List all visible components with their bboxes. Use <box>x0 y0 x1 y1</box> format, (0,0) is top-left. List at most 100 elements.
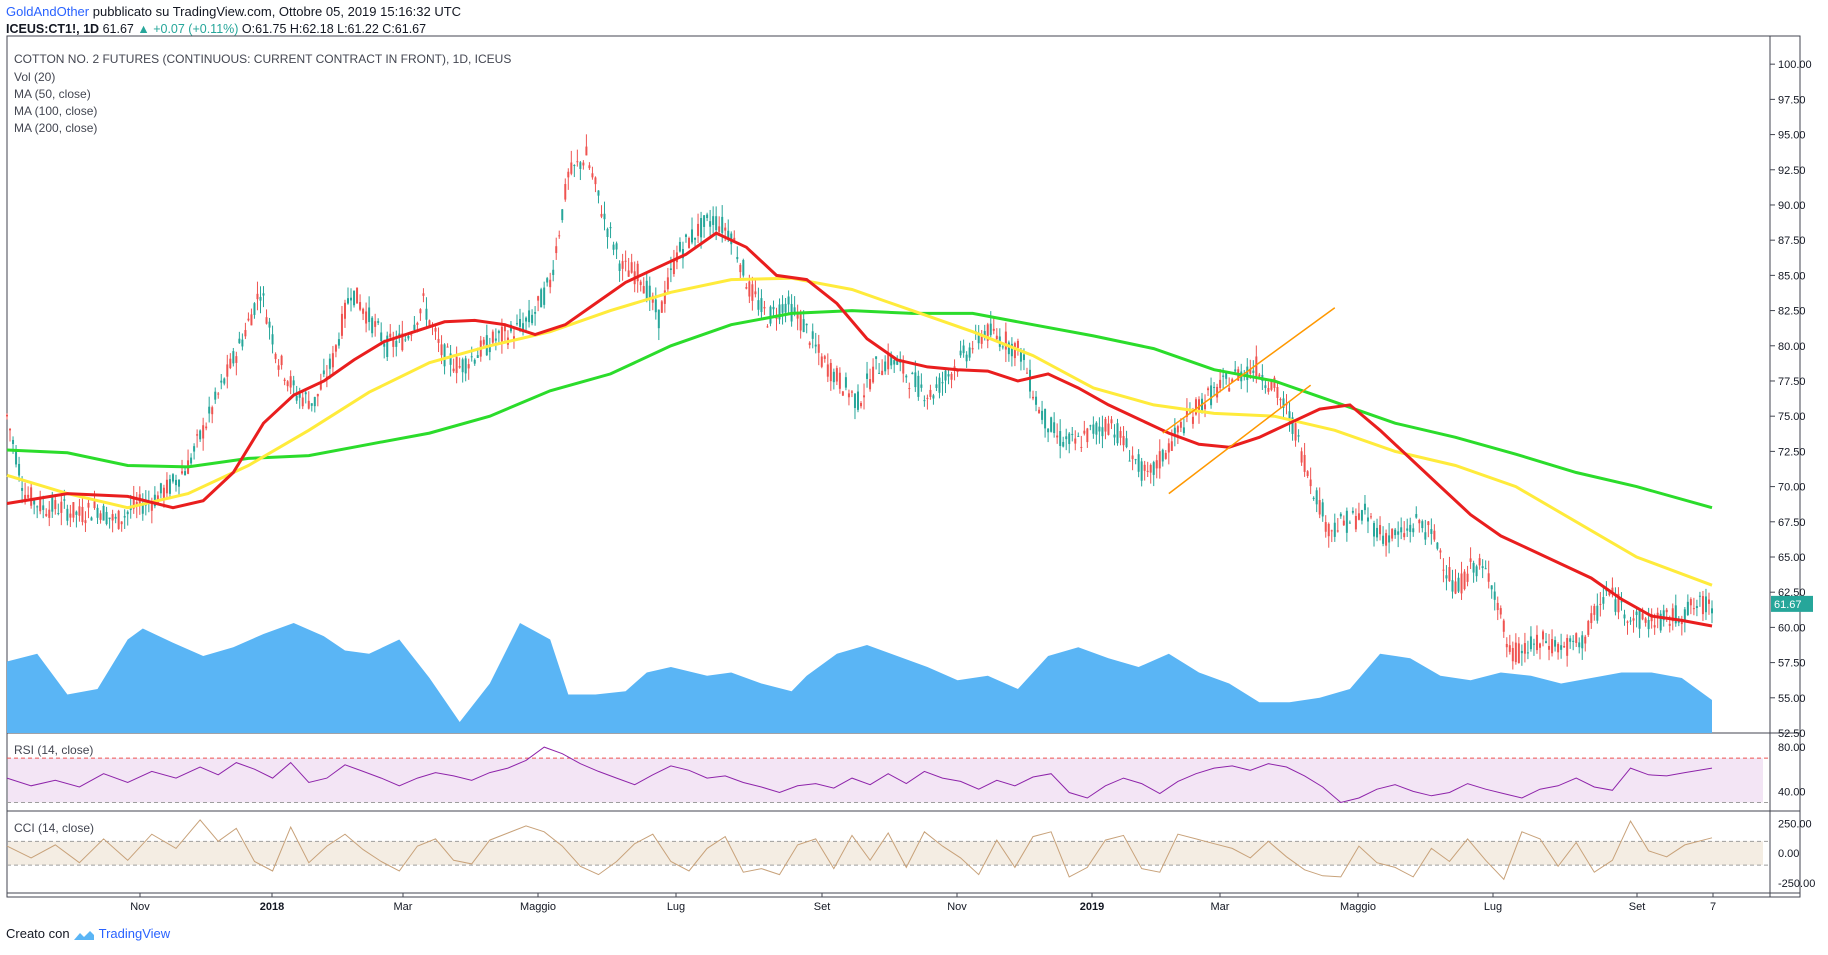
candle-body <box>1551 639 1554 654</box>
candle-body <box>624 260 627 262</box>
candle-body <box>48 509 51 518</box>
candle-body <box>1599 603 1602 605</box>
candle-body <box>413 324 416 331</box>
candle-body <box>1563 646 1566 648</box>
candle-body <box>36 506 39 508</box>
candle-body <box>488 345 491 353</box>
candle-body <box>1542 631 1545 640</box>
candle-body <box>1122 436 1125 446</box>
candle-body <box>271 334 274 345</box>
candle-body <box>1047 428 1050 433</box>
candle-body <box>256 293 259 300</box>
candle-body <box>15 451 18 465</box>
candle-body <box>434 328 437 332</box>
candle-body <box>108 517 111 520</box>
candle-body <box>1496 602 1499 611</box>
candle-body <box>718 226 721 232</box>
candle-body <box>657 309 660 329</box>
candle-body <box>232 351 235 364</box>
candle-body <box>654 299 657 313</box>
candle-body <box>1397 531 1400 535</box>
candle-body <box>12 439 15 445</box>
last-price: 61.67 <box>102 22 134 36</box>
candle-body <box>1587 620 1590 635</box>
candle-body <box>540 289 543 308</box>
footer-brand-link[interactable]: TradingView <box>98 926 171 941</box>
candle-body <box>766 326 769 328</box>
candle-body <box>226 364 229 377</box>
candle-body <box>808 342 811 346</box>
footer: Creato con TradingView <box>6 926 170 941</box>
candle-body <box>1113 434 1116 438</box>
candle-body <box>573 165 576 167</box>
candle-body <box>1258 374 1261 377</box>
candle-body <box>1490 585 1493 590</box>
candle-body <box>1529 636 1532 650</box>
candle-body <box>1019 349 1022 362</box>
candle-body <box>660 301 663 313</box>
candle-body <box>745 287 748 289</box>
candle-body <box>1315 490 1318 505</box>
symbol-header: ICEUS:CT1!, 1D 61.67 ▲ +0.07 (+0.11%) O:… <box>6 21 426 37</box>
candle-body <box>1194 399 1197 415</box>
cci-line <box>6 819 1713 881</box>
candle-body <box>875 356 878 359</box>
candle-body <box>223 378 226 384</box>
candle-body <box>736 257 739 260</box>
candle-body <box>648 285 651 300</box>
time-axis-label: Nov <box>947 901 967 913</box>
candle-body <box>1318 500 1321 515</box>
candle-body <box>582 162 585 166</box>
candle-body <box>57 513 60 515</box>
candle-body <box>102 505 105 521</box>
candle-body <box>1451 580 1454 592</box>
candle-body <box>823 356 826 359</box>
candle-body <box>1231 379 1234 383</box>
candle-body <box>1246 366 1249 380</box>
candle-body <box>356 287 359 304</box>
tradingview-logo-icon <box>73 929 95 941</box>
candle-body <box>751 284 754 301</box>
candle-body <box>793 307 796 314</box>
candle-body <box>241 339 244 347</box>
candle-body <box>1391 528 1394 539</box>
candle-body <box>380 332 383 341</box>
candle-body <box>1333 522 1336 537</box>
candle-body <box>1698 595 1701 597</box>
price-axis-label: 87.50 <box>1778 235 1806 247</box>
candle-body <box>1584 636 1587 644</box>
candle-body <box>1578 642 1581 648</box>
candle-body <box>87 502 90 508</box>
candle-body <box>630 262 633 273</box>
candle-body <box>340 313 343 336</box>
candle-body <box>6 414 8 417</box>
author-link[interactable]: GoldAndOther <box>6 4 90 19</box>
time-axis-label: Mar <box>1211 901 1230 913</box>
candle-body <box>1472 562 1475 573</box>
candle-body <box>772 306 775 310</box>
candle-body <box>1662 610 1665 621</box>
candle-body <box>461 359 464 373</box>
candle-body <box>872 366 875 383</box>
candle-body <box>1143 464 1146 471</box>
time-axis-label: 7 <box>1710 901 1716 913</box>
candle-body <box>1481 566 1484 569</box>
candle-body <box>1110 419 1113 424</box>
candle-body <box>93 501 96 509</box>
candle-body <box>1339 513 1342 517</box>
candle-body <box>244 330 247 337</box>
candle-body <box>159 483 162 494</box>
candle-body <box>1427 521 1430 526</box>
candle-body <box>259 296 262 301</box>
candle-body <box>66 508 69 521</box>
candle-body <box>162 487 165 499</box>
candle-body <box>150 503 153 511</box>
candle-body <box>1185 408 1188 417</box>
candle-body <box>96 507 99 518</box>
candle-body <box>1433 530 1436 540</box>
candle-body <box>1029 369 1031 392</box>
candle-body <box>1092 424 1095 434</box>
price-axis-label: 97.50 <box>1778 94 1806 106</box>
volume-area <box>7 623 1712 733</box>
